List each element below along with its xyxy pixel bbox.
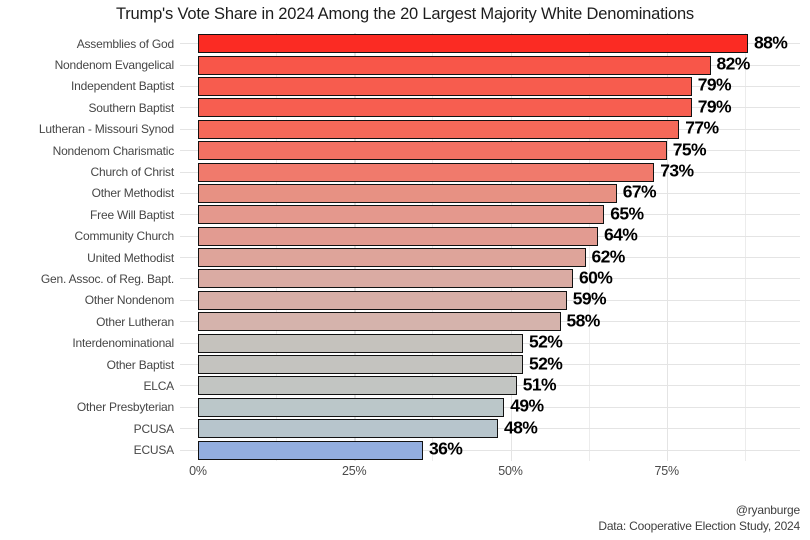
bar (198, 98, 692, 118)
bar (198, 269, 573, 289)
bar-value-label: 65% (610, 203, 644, 224)
bar (198, 183, 617, 203)
category-label: ECUSA (133, 443, 175, 458)
category-label: Church of Christ (90, 165, 175, 180)
gridline-minor (588, 33, 590, 461)
bar-value-label: 52% (529, 331, 563, 352)
bar-row: Church of Christ 73% (0, 161, 800, 182)
category-label: Other Presbyterian (76, 400, 174, 415)
gridline-major (354, 33, 356, 461)
bar-value-label: 60% (579, 267, 613, 288)
bar-row: ECUSA 36% (0, 439, 800, 460)
bar-value-label: 77% (685, 117, 719, 138)
category-label: Independent Baptist (71, 79, 174, 94)
bar-value-label: 59% (572, 289, 607, 310)
bar-value-label: 64% (604, 224, 638, 245)
bar-value-label: 51% (522, 374, 557, 395)
category-label: Nondenom Charismatic (52, 143, 175, 158)
bar-row: Interdenominational 52% (0, 332, 800, 353)
category-label: Assemblies of God (76, 36, 175, 51)
x-axis: 0% 25% 50% 75% (0, 464, 810, 482)
gridline-major (666, 33, 669, 461)
category-label: Community Church (74, 229, 175, 244)
bar (198, 248, 586, 268)
bar (198, 76, 692, 96)
x-axis-tick-label: 25% (342, 464, 367, 478)
bar (198, 312, 561, 332)
bar (198, 205, 605, 225)
bar-row: Southern Baptist 79% (0, 97, 800, 118)
x-axis-tick-label: 0% (189, 464, 207, 478)
bar (198, 333, 523, 353)
bar-value-label: 62% (591, 246, 626, 267)
bar-value-label: 88% (754, 32, 788, 53)
caption-handle: @ryanburge (735, 502, 800, 517)
category-label: Other Nondenom (84, 293, 174, 308)
category-label: ELCA (143, 378, 174, 393)
bar-row: Community Church 64% (0, 224, 800, 247)
gridline-major (510, 33, 512, 461)
bar-value-label: 79% (697, 75, 732, 96)
bar-row: PCUSA 48% (0, 417, 800, 439)
category-label: Other Methodist (91, 186, 175, 201)
bar (198, 141, 667, 161)
bar (198, 355, 523, 375)
category-label: Lutheran - Missouri Synod (38, 122, 174, 137)
bar-row: Other Presbyterian 49% (0, 395, 800, 418)
caption-source: Data: Cooperative Election Study, 2024 (598, 518, 800, 533)
bar-row: Nondenom Evangelical 82% (0, 54, 800, 75)
bar (198, 55, 711, 75)
bar-row: Other Baptist 52% (0, 353, 800, 375)
bar-row: Assemblies of God 88% (0, 32, 800, 54)
bar-row: Other Lutheran 58% (0, 310, 800, 332)
category-label: Southern Baptist (88, 100, 174, 115)
bar-value-label: 79% (697, 96, 732, 117)
gridline-minor (432, 33, 434, 461)
bar-row: Gen. Assoc. of Reg. Bapt. 60% (0, 268, 800, 289)
bar-row: Free Will Baptist 65% (0, 203, 800, 225)
bar (198, 290, 567, 310)
bar-value-label: 58% (566, 310, 601, 331)
bar-value-label: 52% (529, 353, 563, 374)
bar-value-label: 82% (716, 53, 751, 74)
gridline-minor (744, 33, 746, 461)
bar-value-label: 48% (504, 417, 538, 438)
bar-row: Independent Baptist 79% (0, 75, 800, 97)
bar-row: Lutheran - Missouri Synod 77% (0, 117, 800, 140)
category-label: Nondenom Evangelical (54, 58, 175, 73)
category-label: Free Will Baptist (90, 207, 174, 222)
category-label: Other Baptist (106, 357, 175, 372)
bar (198, 162, 655, 182)
bar (198, 226, 598, 246)
category-label: Other Lutheran (96, 314, 174, 329)
category-label: Interdenominational (72, 336, 174, 351)
gridline-minor (276, 33, 278, 461)
bar (198, 119, 680, 139)
bar-value-label: 75% (672, 139, 707, 160)
bar-value-label: 36% (429, 438, 463, 459)
bar (198, 376, 517, 396)
bar (198, 397, 505, 417)
x-axis-tick-label: 75% (654, 464, 680, 478)
x-axis-tick-label: 50% (498, 464, 523, 478)
category-label: United Methodist (87, 250, 174, 265)
vertical-gridlines (180, 33, 802, 461)
bar-value-label: 73% (660, 160, 694, 181)
category-label: Gen. Assoc. of Reg. Bapt. (40, 271, 174, 286)
bar-row: Other Methodist 67% (0, 182, 800, 204)
chart-title: Trump's Vote Share in 2024 Among the 20 … (116, 5, 694, 23)
bar-row: Other Nondenom 59% (0, 289, 800, 311)
bar-rows: Assemblies of God 88% Nondenom Evangelical… (0, 32, 800, 461)
bar-row: ELCA 51% (0, 375, 800, 396)
bar-value-label: 49% (510, 395, 544, 416)
bar-value-label: 67% (622, 182, 657, 203)
category-label: PCUSA (133, 421, 175, 436)
bar-row: United Methodist 62% (0, 246, 800, 268)
chart-caption: @ryanburge Data: Cooperative Election St… (598, 502, 800, 534)
bar-row: Nondenom Charismatic 75% (0, 139, 800, 161)
bar (198, 34, 748, 54)
bar (198, 440, 423, 460)
bar (198, 419, 498, 439)
